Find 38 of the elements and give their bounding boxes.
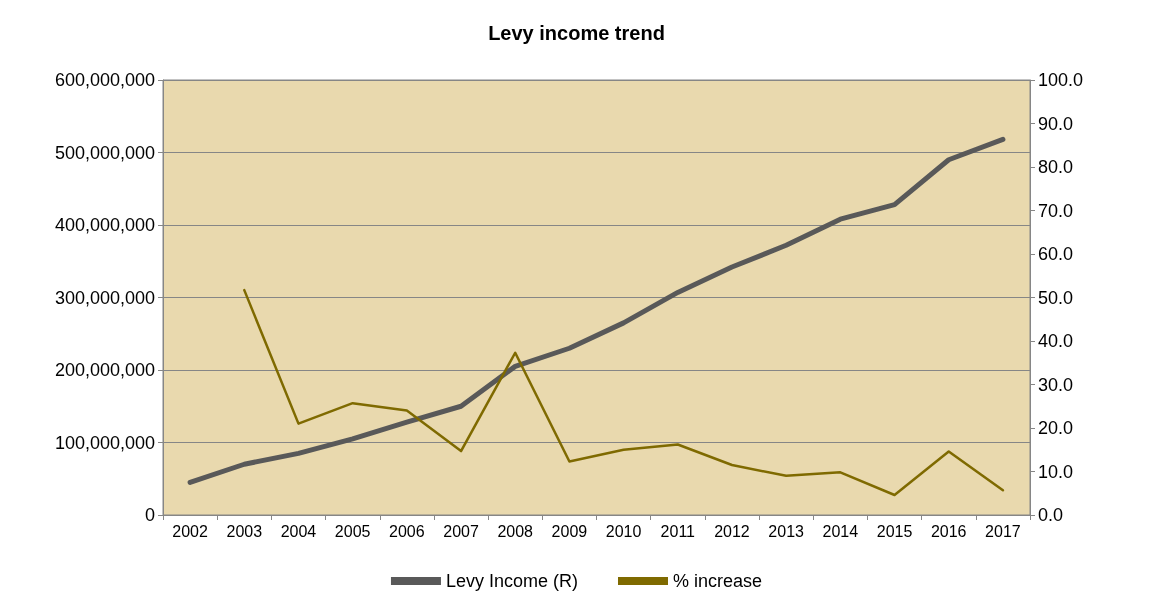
x-tick-label: 2005 xyxy=(334,522,371,540)
y-tick-label: 400,000,000 xyxy=(54,215,155,235)
x-tick-label: 2009 xyxy=(551,522,588,540)
y2-tick-label: 30.0 xyxy=(1038,374,1074,395)
legend-label: % increase xyxy=(673,571,763,591)
line-series xyxy=(243,288,1005,497)
y-tick-label: 500,000,000 xyxy=(54,142,155,163)
x-tick-label: 2015 xyxy=(876,522,913,540)
y2-tick-label: 90.0 xyxy=(1038,113,1074,134)
x-tick-label: 2017 xyxy=(985,522,1021,540)
x-tick-label: 2004 xyxy=(280,522,317,540)
y-tick-label: 300,000,000 xyxy=(54,287,155,308)
y2-tick-label: 0.0 xyxy=(1038,505,1064,525)
y-tick-label: 200,000,000 xyxy=(54,360,155,380)
y2-tick-label: 50.0 xyxy=(1038,287,1074,308)
x-tick-label: 2012 xyxy=(714,522,750,540)
y2-tick-label: 10.0 xyxy=(1038,461,1074,482)
x-tick-label: 2007 xyxy=(443,522,479,540)
y2-tick-label: 60.0 xyxy=(1038,244,1074,264)
x-tick-label: 2006 xyxy=(389,522,425,540)
x-tick-label: 2013 xyxy=(768,522,805,540)
x-tick-label: 2010 xyxy=(605,522,642,540)
y-tick-label: 600,000,000 xyxy=(54,70,155,90)
legend-label: Levy Income (R) xyxy=(445,571,579,591)
x-tick-label: 2002 xyxy=(172,522,208,540)
y2-tick-label: 80.0 xyxy=(1038,157,1074,177)
y2-tick-label: 70.0 xyxy=(1038,200,1074,221)
x-tick-label: 2008 xyxy=(497,522,534,540)
x-tick-label: 2014 xyxy=(822,522,859,540)
x-tick-label: 2003 xyxy=(226,522,263,540)
y2-tick-label: 40.0 xyxy=(1038,331,1074,351)
y2-tick-label: 100.0 xyxy=(1038,70,1084,90)
y2-tick-label: 20.0 xyxy=(1038,418,1074,438)
chart-title: Levy income trend xyxy=(488,22,665,44)
x-tick-label: 2016 xyxy=(930,522,967,540)
y-tick-label: 0 xyxy=(144,505,155,525)
y-tick-label: 100,000,000 xyxy=(54,432,155,453)
x-tick-label: 2011 xyxy=(660,522,696,540)
